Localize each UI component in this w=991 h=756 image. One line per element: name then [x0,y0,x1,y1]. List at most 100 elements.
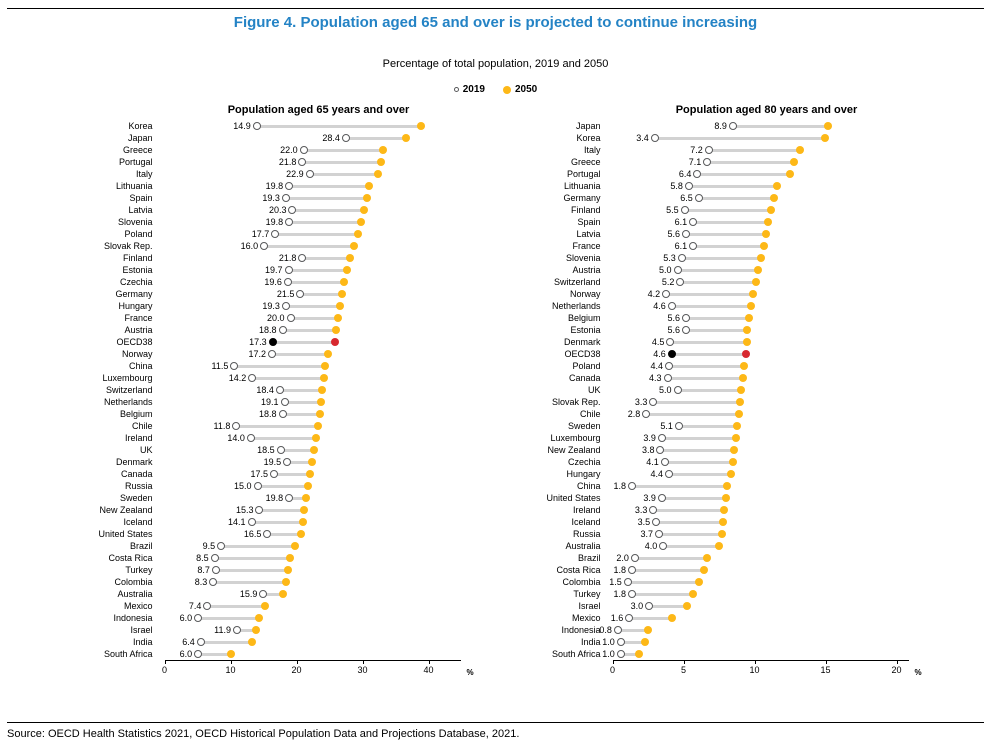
connector-line [732,124,828,128]
dot-2050 [738,374,747,382]
dot-2050 [754,266,763,274]
dot-2019 [649,398,658,406]
country-label: Germany [115,289,153,299]
value-label-2019: 18.4 [256,385,274,395]
chart-row: Indonesia 6.0 [71,612,473,624]
row-track: 15.9 [159,588,473,600]
dot-2019 [682,314,691,322]
axis-tick-label: 0 [161,665,168,675]
dot-2019 [673,386,682,394]
dot-2019 [246,434,255,442]
chart-row: Korea 14.9 [71,120,473,132]
dot-2050 [635,650,644,658]
connector-line [681,256,762,260]
row-track: 3.9 [607,492,921,504]
country-label: Iceland [571,517,601,527]
chart-row: Ireland 3.3 [519,504,921,516]
dot-2050 [694,578,703,586]
legend-label-2050: 2050 [515,84,538,95]
dot-2050 [751,278,760,286]
connector-line [686,316,749,320]
value-label-2019: 15.3 [235,505,254,515]
chart-row: Mexico 7.4 [71,600,473,612]
connector-line [684,208,772,212]
chart-row: Costa Rica 8.5 [71,552,473,564]
dot-2050 [318,386,327,394]
dot-2019 [613,626,622,634]
country-label: Slovak Rep. [103,241,153,251]
value-label-2019: 4.1 [646,457,659,467]
row-track: 18.5 [159,444,473,456]
dot-2050 [357,218,366,226]
chart-row: Denmark 4.5 [519,336,921,348]
dot-2019 [628,482,637,490]
row-track: 19.6 [159,276,473,288]
connector-line [680,280,756,284]
country-label: Colombia [562,577,601,587]
dot-2019 [625,614,634,622]
dot-2019 [275,386,284,394]
value-label-2019: 4.2 [647,289,661,299]
dot-2050 [720,506,729,514]
chart-row: Slovenia 19.8 [71,216,473,228]
value-label-2019: 21.8 [278,253,297,263]
row-track: 14.2 [159,372,473,384]
legend-label-2019: 2019 [462,84,485,95]
country-label: China [128,361,153,371]
country-label: Luxembourg [102,373,153,383]
chart-aged-65-plus: Population aged 65 years and over Korea 14… [71,104,473,680]
connector-line [282,412,320,416]
country-label: Italy [583,145,601,155]
chart-row: Canada 4.3 [519,372,921,384]
connector-line [290,316,339,320]
value-label-2019: 3.0 [630,601,644,611]
connector-line [236,424,318,428]
value-label-2019: 5.3 [663,253,676,263]
connector-line [287,280,344,284]
connector-line [285,304,340,308]
value-label-2019: 19.7 [264,265,283,275]
axis-tick [825,661,827,664]
value-label-2019: 4.4 [650,469,663,479]
dot-2019 [210,554,219,562]
chart-row: Chile 2.8 [519,408,921,420]
connector-line [693,244,765,248]
chart-row: Iceland 14.1 [71,516,473,528]
chart-row: France 6.1 [519,240,921,252]
country-label: Chile [579,409,601,419]
dot-2050 [279,590,288,598]
country-label: OECD38 [564,349,601,359]
chart-rows: Korea 14.9 Japan 28.4 Greece 22.0 Portugal 21.8… [71,120,473,660]
connector-line [264,244,354,248]
row-track: 5.6 [607,312,921,324]
row-track: 18.8 [159,408,473,420]
row-track: 4.6 [607,300,921,312]
value-label-2019: 6.1 [674,217,688,227]
country-label: India [580,637,601,647]
connector-line [345,136,406,140]
value-label-2019: 5.6 [667,325,681,335]
connector-line [272,340,335,344]
country-label: Austria [572,265,601,275]
chart-row: Latvia 20.3 [71,204,473,216]
connector-line [215,568,288,572]
dot-2050 [764,218,773,226]
row-track: 5.1 [607,420,921,432]
legend: 2019 2050 [0,84,991,95]
dot-2019 [645,602,654,610]
axis-tick [896,661,898,664]
chart-row: Austria 18.8 [71,324,473,336]
dot-2019 [616,650,625,658]
row-track: 3.4 [607,132,921,144]
row-track: 19.8 [159,492,473,504]
chart-row: Netherlands 4.6 [519,300,921,312]
value-label-2019: 5.6 [667,313,681,323]
country-label: Chile [131,421,153,431]
chart-row: OECD38 17.3 [71,336,473,348]
chart-row: Israel 11.9 [71,624,473,636]
country-label: Costa Rica [108,553,153,563]
country-label: Japan [575,121,601,131]
dot-2019 [649,506,658,514]
row-track: 3.3 [607,396,921,408]
chart-row: Greece 22.0 [71,144,473,156]
